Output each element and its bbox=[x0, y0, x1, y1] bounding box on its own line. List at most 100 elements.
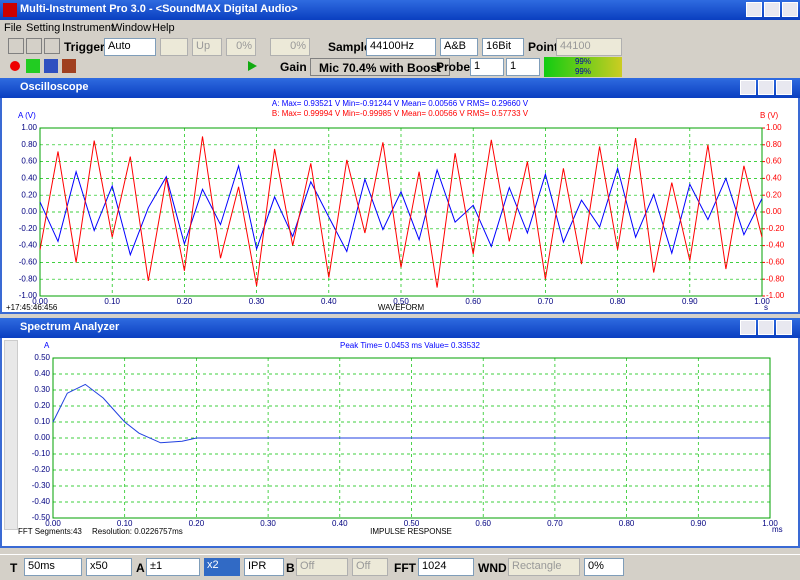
y-tick-label: -0.20 bbox=[32, 465, 51, 474]
print-button[interactable] bbox=[44, 38, 60, 54]
y-tick-label: -1.00 bbox=[19, 291, 38, 300]
minimize[interactable] bbox=[740, 320, 756, 335]
menu-item[interactable]: File bbox=[4, 22, 22, 34]
window-title-bar: Oscilloscope bbox=[0, 78, 800, 98]
x-tick-label: 1.00 bbox=[754, 297, 770, 306]
level-meter: 99% bbox=[544, 57, 622, 67]
x-tick-label: 0.50 bbox=[404, 519, 420, 528]
x-tick-label: 0.30 bbox=[260, 519, 276, 528]
dropdown[interactable]: 1024 bbox=[418, 558, 474, 576]
series-line bbox=[39, 136, 763, 288]
maximize[interactable] bbox=[758, 80, 774, 95]
x-tick-label: 0.60 bbox=[465, 297, 481, 306]
y2-tick-label: -0.40 bbox=[766, 241, 785, 250]
x-axis-label: IMPULSE RESPONSE bbox=[370, 527, 452, 536]
label: Sample bbox=[328, 40, 371, 54]
y-tick-label: 0.40 bbox=[34, 369, 50, 378]
dropdown: Off bbox=[296, 558, 348, 576]
label: A bbox=[136, 561, 145, 575]
dropdown[interactable]: 16Bit bbox=[482, 38, 524, 56]
y-tick-label: -0.30 bbox=[32, 481, 51, 490]
x-tick-label: 0.70 bbox=[547, 519, 563, 528]
dropdown[interactable]: A&B bbox=[440, 38, 478, 56]
input: 0% bbox=[226, 38, 256, 56]
y-tick-label: 0.60 bbox=[21, 157, 37, 166]
x-tick-label: 0.00 bbox=[45, 519, 61, 528]
y-tick-label: 0.40 bbox=[21, 174, 37, 183]
dropdown: Off bbox=[352, 558, 388, 576]
play-button[interactable] bbox=[248, 61, 257, 71]
y-tick-label: -0.50 bbox=[32, 513, 51, 522]
stats: B: Max= 0.99994 V Min=-0.99985 V Mean= 0… bbox=[272, 109, 529, 118]
dropdown[interactable]: IPR bbox=[244, 558, 284, 576]
close[interactable] bbox=[776, 320, 792, 335]
oscilloscope-chart: 1.00 0.80 0.60 0.40 0.20 0.00 -0.20 -0.40 -0.60 -… bbox=[6, 99, 785, 312]
x-tick-label: 0.40 bbox=[321, 297, 337, 306]
dropdown: Rectangle bbox=[508, 558, 580, 576]
y-tick-label: -0.20 bbox=[19, 224, 38, 233]
window-title: Spectrum Analyzer bbox=[20, 321, 120, 333]
x-tick-label: 0.50 bbox=[393, 297, 409, 306]
x-tick-label: 0.70 bbox=[538, 297, 554, 306]
x-tick-label: 0.80 bbox=[619, 519, 635, 528]
dropdown[interactable]: 1 bbox=[470, 58, 504, 76]
maximize[interactable] bbox=[764, 2, 780, 17]
y2-tick-label: 1.00 bbox=[766, 123, 782, 132]
y2-tick-label: 0.60 bbox=[766, 157, 782, 166]
menu-item[interactable]: Help bbox=[152, 22, 175, 34]
x-tick-label: 0.20 bbox=[177, 297, 193, 306]
label: Trigger bbox=[64, 40, 105, 54]
y2-tick-label: 0.20 bbox=[766, 190, 782, 199]
dropdown[interactable]: 1 bbox=[506, 58, 540, 76]
dropdown[interactable]: 0% bbox=[584, 558, 624, 576]
status-bar bbox=[0, 554, 800, 580]
dropdown[interactable]: ±1 bbox=[146, 558, 200, 576]
y-tick-label: 0.80 bbox=[21, 140, 37, 149]
x-unit: s bbox=[764, 303, 768, 312]
series-line bbox=[39, 163, 763, 257]
title-bar: Multi-Instrument Pro 3.0 - <SoundMAX Dig… bbox=[0, 0, 800, 20]
input-select[interactable]: Mic 70.4% with Boost bbox=[310, 58, 451, 76]
y2-axis-label: B (V) bbox=[760, 111, 779, 120]
resolution: Resolution: 0.0226757ms bbox=[92, 527, 183, 536]
y2-tick-label: 0.40 bbox=[766, 174, 782, 183]
x-tick-label: 0.40 bbox=[332, 519, 348, 528]
tool-button[interactable] bbox=[62, 59, 76, 73]
menu-item[interactable]: Window bbox=[112, 22, 152, 34]
maximize[interactable] bbox=[758, 320, 774, 335]
record-button[interactable] bbox=[10, 61, 20, 71]
dropdown[interactable]: 50ms bbox=[24, 558, 82, 576]
run-button[interactable] bbox=[26, 59, 40, 73]
x-unit: ms bbox=[772, 525, 783, 534]
x-tick-label: 0.60 bbox=[475, 519, 491, 528]
menu-item[interactable]: Setting bbox=[26, 22, 61, 34]
minimize[interactable] bbox=[746, 2, 762, 17]
x-tick-label: 0.10 bbox=[104, 297, 120, 306]
close[interactable] bbox=[782, 2, 798, 17]
menu-item[interactable]: Instrument bbox=[62, 22, 114, 34]
y-tick-label: 0.30 bbox=[34, 385, 50, 394]
dropdown[interactable]: x2 bbox=[204, 558, 240, 576]
window-title-bar: Spectrum Analyzer bbox=[0, 318, 800, 338]
y2-tick-label: 0.80 bbox=[766, 140, 782, 149]
save-button[interactable] bbox=[26, 38, 42, 54]
minimize[interactable] bbox=[740, 80, 756, 95]
label: Gain bbox=[280, 60, 307, 74]
label: WND bbox=[478, 561, 507, 575]
dropdown[interactable]: 44100Hz bbox=[366, 38, 436, 56]
open-button[interactable] bbox=[8, 38, 24, 54]
close[interactable] bbox=[776, 80, 792, 95]
plot-frame bbox=[39, 127, 763, 297]
dropdown[interactable]: Auto bbox=[104, 38, 156, 56]
y-tick-label: -0.60 bbox=[19, 258, 38, 267]
y-tick-label: -0.40 bbox=[19, 241, 38, 250]
x-tick-label: 0.90 bbox=[682, 297, 698, 306]
x-tick-label: 0.30 bbox=[249, 297, 265, 306]
scrollbar[interactable] bbox=[4, 340, 18, 530]
tool-button[interactable] bbox=[44, 59, 58, 73]
y-tick-label: 0.00 bbox=[21, 207, 37, 216]
x-tick-label: 1.00 bbox=[762, 519, 778, 528]
x-axis-label: WAVEFORM bbox=[378, 303, 425, 312]
dropdown[interactable]: x50 bbox=[86, 558, 132, 576]
